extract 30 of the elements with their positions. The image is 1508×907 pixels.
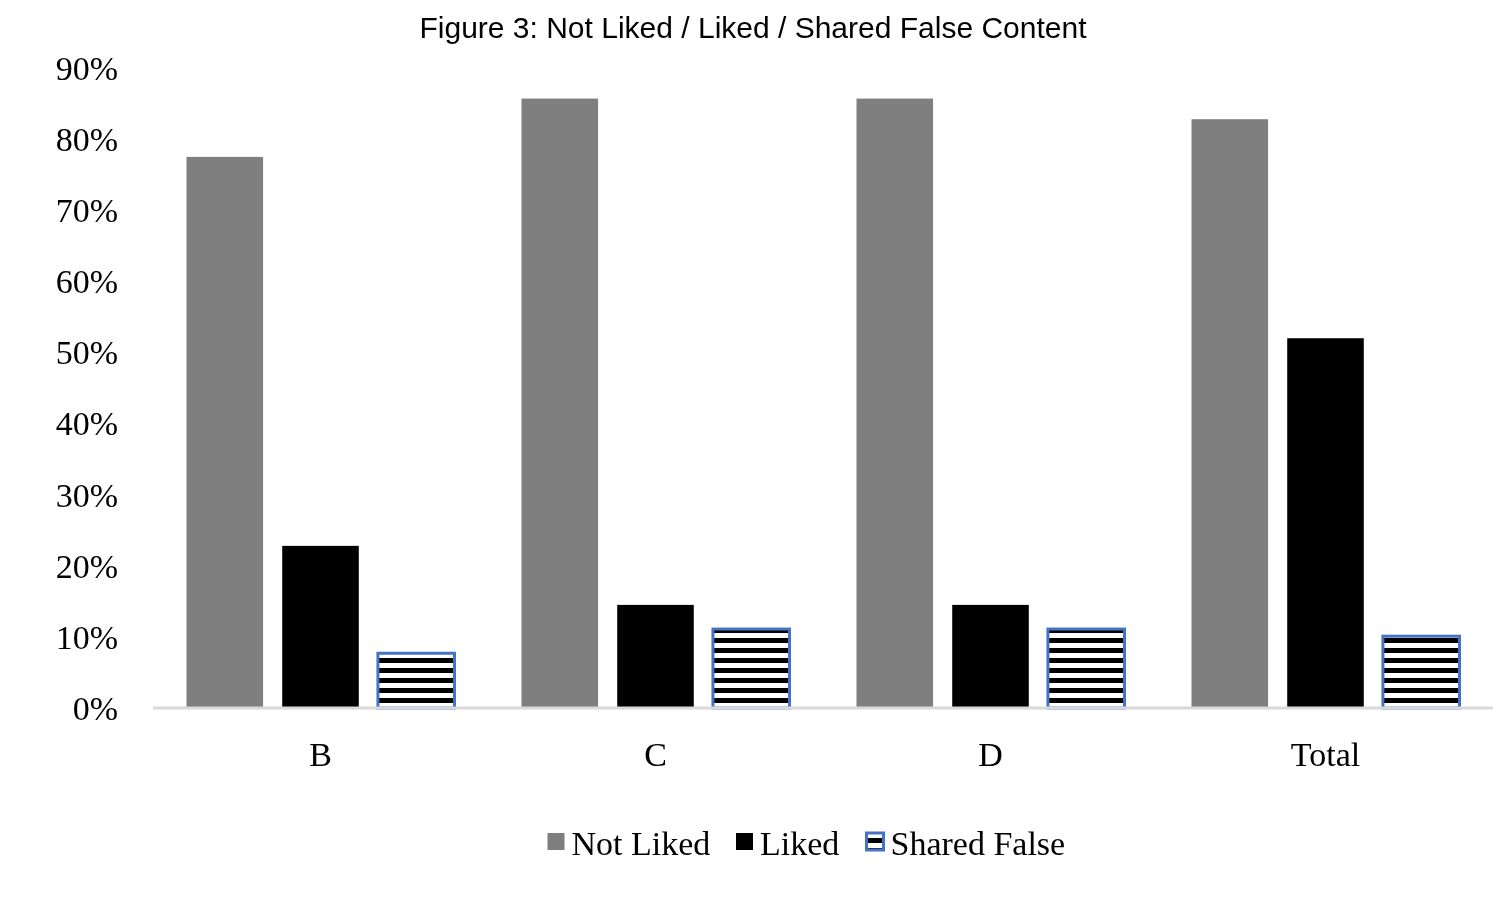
- y-tick-label: 70%: [55, 192, 118, 230]
- y-tick-label: 20%: [55, 547, 118, 585]
- bar: [711, 627, 791, 710]
- bar: [856, 98, 934, 708]
- x-tick-label: C: [644, 736, 667, 773]
- bar: [1381, 634, 1461, 710]
- y-tick-label: 80%: [55, 121, 118, 159]
- y-tick-label: 10%: [55, 618, 118, 656]
- bar: [952, 604, 1029, 708]
- y-tick-label: 90%: [55, 49, 118, 87]
- chart-title: Figure 3: Not Liked / Liked / Shared False Content: [419, 11, 1088, 44]
- legend-label: Not Liked: [571, 824, 711, 862]
- y-tick-label: 40%: [55, 405, 118, 443]
- legend-label: Liked: [760, 824, 840, 862]
- x-tick-label: B: [309, 736, 332, 773]
- bar: [521, 98, 599, 708]
- bar: [1046, 627, 1126, 710]
- y-tick-label: 50%: [55, 334, 118, 372]
- x-tick-label: D: [978, 736, 1003, 773]
- x-tick-label: Total: [1290, 736, 1361, 773]
- legend-label: Shared False: [890, 824, 1066, 862]
- bar: [376, 651, 456, 710]
- bar: [1191, 119, 1269, 708]
- y-tick-label: 30%: [55, 476, 118, 514]
- bar: [617, 604, 694, 708]
- y-tick-label: 60%: [55, 263, 118, 301]
- y-tick-label: 0%: [72, 689, 118, 727]
- bar: [282, 545, 359, 708]
- bar: [1287, 338, 1364, 708]
- bar: [186, 156, 264, 708]
